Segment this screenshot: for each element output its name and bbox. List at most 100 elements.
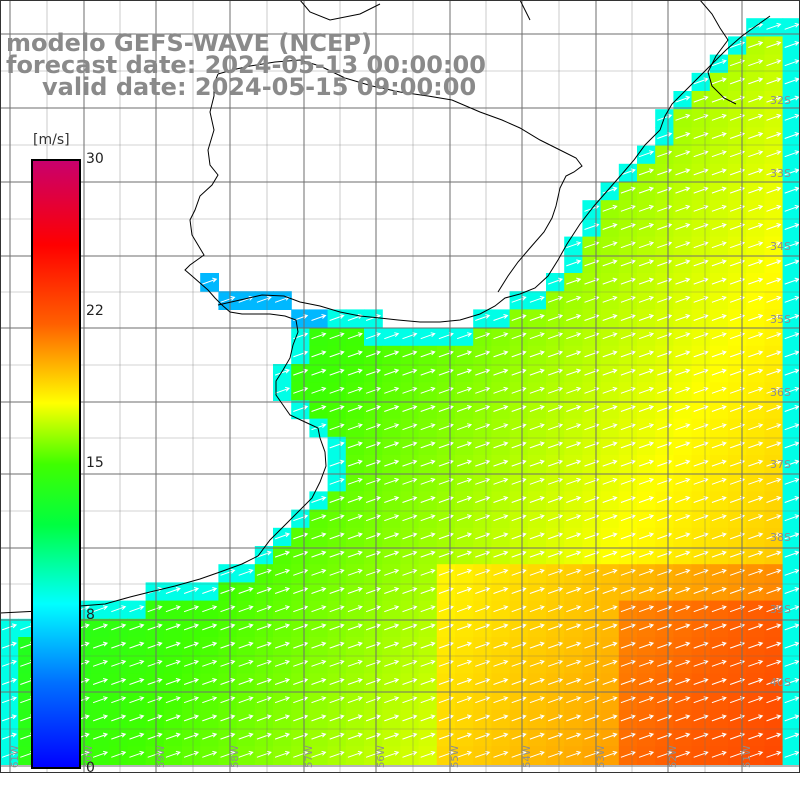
wind-speed-cell xyxy=(728,345,747,365)
wind-speed-cell xyxy=(728,145,747,165)
wind-arrow xyxy=(347,477,363,485)
wind-speed-cell xyxy=(618,200,638,219)
latitude-label: 38S xyxy=(770,531,791,544)
wind-arrow xyxy=(784,41,800,48)
wind-arrow xyxy=(511,605,527,613)
wind-speed-cell xyxy=(673,655,693,674)
wind-speed-cell xyxy=(364,673,383,693)
wind-speed-cell xyxy=(527,345,547,365)
wind-speed-cell xyxy=(691,109,711,128)
wind-arrow xyxy=(329,678,345,685)
latitude-label: 35S xyxy=(770,313,791,326)
wind-speed-cell xyxy=(455,746,474,765)
wind-speed-cell xyxy=(709,236,729,256)
colorbar-gradient xyxy=(31,159,81,769)
wind-speed-cell xyxy=(418,509,438,529)
wind-speed-cell xyxy=(764,491,784,511)
wind-arrow xyxy=(384,514,400,522)
wind-speed-cell xyxy=(345,455,365,474)
wind-arrow xyxy=(274,623,291,631)
wind-arrow xyxy=(202,732,218,740)
wind-arrow xyxy=(384,732,400,740)
wind-speed-cell xyxy=(0,746,19,765)
wind-speed-cell xyxy=(546,327,565,347)
wind-speed-cell xyxy=(182,655,201,674)
wind-speed-cell xyxy=(218,673,238,693)
wind-arrow xyxy=(748,714,764,722)
wind-arrow xyxy=(183,732,200,740)
wind-speed-cell xyxy=(364,327,383,347)
wind-speed-cell xyxy=(709,637,729,656)
wind-arrow xyxy=(766,314,782,321)
wind-arrow xyxy=(711,678,727,685)
longitude-labels: 61W 60W 59W 58W 57W 56W 55W 54W 53W 52W 51W xyxy=(10,745,753,768)
wind-arrow xyxy=(129,659,145,667)
wind-speed-cell xyxy=(746,709,765,729)
wind-speed-cell xyxy=(582,673,602,693)
wind-arrow xyxy=(784,477,800,485)
wind-speed-cell xyxy=(582,236,602,256)
wind-speed-cell xyxy=(764,564,784,583)
wind-speed-cell xyxy=(236,637,256,656)
wind-arrow xyxy=(748,623,764,631)
wind-arrow xyxy=(675,368,691,376)
wind-speed-cell xyxy=(728,418,747,438)
wind-speed-cell xyxy=(637,655,656,674)
wind-arrow xyxy=(784,77,800,85)
wind-arrow xyxy=(566,332,582,340)
wind-arrow xyxy=(420,350,436,358)
wind-arrow xyxy=(456,423,473,431)
wind-speed-cell xyxy=(709,273,729,292)
wind-speed-cell xyxy=(600,691,620,711)
wind-arrow xyxy=(183,587,200,594)
wind-speed-cell xyxy=(273,691,292,711)
wind-arrow xyxy=(529,368,545,376)
wind-speed-cell xyxy=(673,236,693,256)
wind-arrow xyxy=(1,732,18,740)
wind-speed-cell xyxy=(600,400,620,420)
wind-speed-cell xyxy=(527,673,547,693)
wind-arrow xyxy=(475,441,491,449)
wind-speed-cell xyxy=(382,673,401,693)
wind-arrow xyxy=(365,568,382,576)
wind-speed-cell xyxy=(91,637,110,656)
wind-speed-cell xyxy=(709,254,729,274)
wind-arrow xyxy=(766,732,782,740)
wind-speed-cell xyxy=(236,746,256,765)
wind-arrow xyxy=(311,587,327,594)
wind-speed-cell xyxy=(418,728,438,747)
wind-arrow xyxy=(256,605,272,613)
wind-arrow xyxy=(766,459,782,467)
wind-arrow xyxy=(748,295,764,303)
wind-speed-cell xyxy=(527,527,547,547)
wind-speed-cell xyxy=(764,691,784,711)
wind-speed-cell xyxy=(655,673,674,693)
wind-speed-cell xyxy=(473,418,492,438)
wind-arrow xyxy=(402,459,418,467)
wind-speed-cell xyxy=(709,291,729,310)
wind-speed-cell xyxy=(618,691,638,711)
wind-arrow xyxy=(638,641,655,649)
wind-arrow xyxy=(420,532,436,540)
wind-speed-cell xyxy=(764,18,784,37)
wind-arrow xyxy=(329,568,345,576)
wind-speed-cell xyxy=(382,691,401,711)
wind-arrow xyxy=(511,350,527,358)
wind-speed-cell xyxy=(728,637,747,656)
wind-speed-cell xyxy=(618,473,638,492)
wind-arrow xyxy=(766,623,782,631)
wind-speed-cell xyxy=(782,327,800,347)
wind-arrow xyxy=(511,496,527,503)
wind-speed-cell xyxy=(746,436,765,456)
wind-arrow xyxy=(238,732,254,740)
wind-speed-cell xyxy=(145,673,165,693)
wind-speed-cell xyxy=(782,218,800,238)
wind-speed-cell xyxy=(637,291,656,310)
wind-arrow xyxy=(711,750,727,758)
wind-arrow xyxy=(638,386,655,394)
wind-speed-cell xyxy=(746,509,765,529)
wind-speed-cell xyxy=(764,54,784,74)
wind-arrow xyxy=(748,659,764,667)
wind-speed-cell xyxy=(655,691,674,711)
wind-speed-cell xyxy=(764,655,784,674)
